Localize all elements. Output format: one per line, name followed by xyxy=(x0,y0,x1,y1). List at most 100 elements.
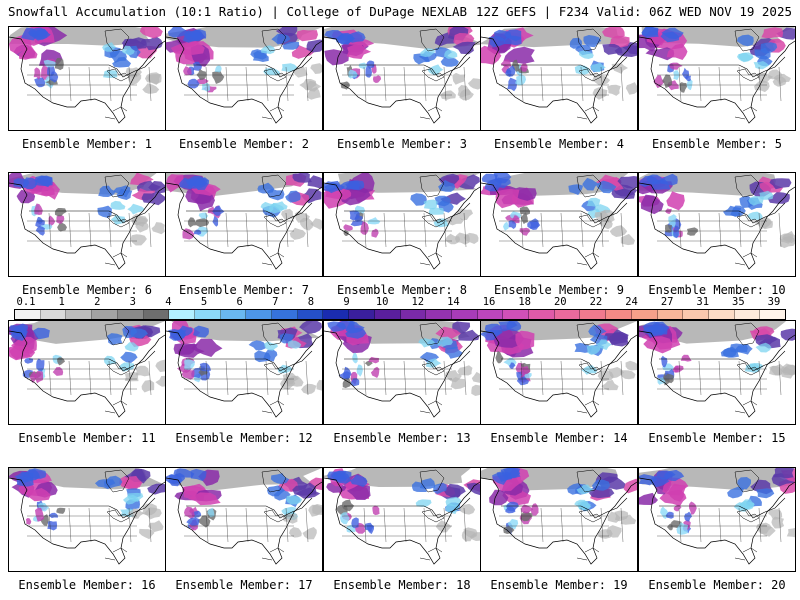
snowfall-contour xyxy=(173,468,195,478)
snowfall-contour xyxy=(270,473,290,485)
map-boundary xyxy=(305,66,309,102)
ensemble-member-panel: Ensemble Member: 6 xyxy=(8,172,166,297)
snowfall-map xyxy=(480,172,638,277)
snowfall-map xyxy=(8,26,166,131)
snowfall-contour xyxy=(56,507,66,514)
map-boundary xyxy=(639,477,795,565)
snowfall-contour xyxy=(457,85,471,98)
snowfall-contour xyxy=(120,351,138,363)
map-boundary xyxy=(718,212,722,248)
snowfall-contour xyxy=(9,345,36,361)
snowfall-contour xyxy=(356,364,363,377)
legend-swatch xyxy=(554,310,581,319)
snowfall-contour xyxy=(212,205,225,216)
map-boundary xyxy=(520,360,524,396)
snowfall-contour xyxy=(427,64,444,75)
map-boundary xyxy=(68,507,72,543)
snowfall-contour xyxy=(167,27,189,38)
snowfall-contour xyxy=(107,333,123,345)
map-boundary xyxy=(481,330,637,418)
snowfall-contour xyxy=(755,342,772,353)
snowfall-contour xyxy=(458,174,480,190)
legend-tick-label: 35 xyxy=(732,296,745,308)
map-boundary xyxy=(205,360,209,396)
map-boundary xyxy=(225,212,229,248)
snowfall-contour xyxy=(515,74,526,86)
legend-swatch xyxy=(734,310,761,319)
snowfall-map xyxy=(165,26,323,131)
map-boundary xyxy=(261,400,285,414)
snowfall-contour xyxy=(642,325,665,338)
snowfall-contour xyxy=(354,214,363,223)
map-boundary xyxy=(104,469,130,493)
snowfall-contour xyxy=(665,511,674,519)
map-boundary xyxy=(501,497,628,519)
ensemble-member-panel: Ensemble Member: 13 xyxy=(323,320,481,445)
map-boundary xyxy=(659,497,786,519)
legend-swatch xyxy=(606,310,632,319)
snowfall-contour xyxy=(166,174,184,193)
map-boundary xyxy=(48,212,52,248)
snowfall-contour xyxy=(102,42,117,52)
snowfall-contour xyxy=(444,49,458,59)
snowfall-contour xyxy=(201,82,210,92)
snowfall-contour xyxy=(727,486,744,499)
ensemble-member-panel: Ensemble Member: 19 xyxy=(480,467,638,592)
map-boundary xyxy=(443,212,447,248)
snowfall-contour xyxy=(673,70,680,81)
map-boundary xyxy=(481,477,637,565)
legend-swatch xyxy=(220,310,247,319)
map-boundary xyxy=(383,66,387,102)
snowfall-contour xyxy=(257,182,275,194)
legend-tick-label: 22 xyxy=(589,296,603,308)
snowfall-contour xyxy=(650,475,670,488)
map-boundary xyxy=(698,212,702,248)
map-boundary xyxy=(104,174,130,198)
snowfall-contour xyxy=(757,72,774,83)
map-boundary xyxy=(261,469,287,493)
map-boundary xyxy=(758,360,762,396)
snowfall-contour xyxy=(440,55,459,67)
snowfall-contour xyxy=(586,197,601,207)
snowfall-contour xyxy=(471,384,480,396)
snowfall-contour xyxy=(341,499,355,512)
map-boundary xyxy=(520,507,524,543)
color-scale-legend: 0.1 1 2 3 4 5 6 7 8 9 10 12 14 16 18 20 22 24 27 31 35 39 xyxy=(14,296,786,320)
map-boundary xyxy=(734,174,760,198)
snowfall-contour xyxy=(366,524,374,534)
map-boundary xyxy=(261,252,285,266)
map-boundary xyxy=(576,322,602,346)
panel-caption: Ensemble Member: 6 xyxy=(21,283,153,297)
legend-tick-label: 9 xyxy=(343,296,350,308)
map-boundary xyxy=(734,547,758,561)
snowfall-contour xyxy=(782,230,795,244)
snowfall-contour xyxy=(684,511,692,522)
ensemble-member-panel: Ensemble Member: 10 xyxy=(638,172,796,297)
snowfall-contour xyxy=(271,201,288,211)
snowfall-contour xyxy=(124,342,139,352)
snowfall-contour xyxy=(9,34,32,55)
snowfall-contour xyxy=(515,330,535,351)
map-boundary xyxy=(225,507,229,543)
snowfall-contour xyxy=(110,200,126,210)
map-boundary xyxy=(324,477,480,565)
snowfall-contour xyxy=(445,503,460,514)
legend-swatch xyxy=(400,310,427,319)
snowfall-contour xyxy=(331,470,352,482)
snowfall-map xyxy=(165,172,323,277)
map-boundary xyxy=(285,212,289,248)
ensemble-member-panel: Ensemble Member: 20 xyxy=(638,467,796,592)
map-boundary xyxy=(48,360,52,396)
snowfall-contour xyxy=(306,80,322,92)
legend-tick-label: 24 xyxy=(625,296,638,308)
snowfall-map xyxy=(638,26,796,131)
snowfall-contour xyxy=(307,175,322,189)
snowfall-contour xyxy=(602,44,623,55)
snowfall-contour xyxy=(507,518,519,530)
map-boundary xyxy=(580,507,584,543)
map-boundary xyxy=(463,66,467,102)
snowfall-contour xyxy=(452,72,466,85)
ensemble-member-panel: Ensemble Member: 12 xyxy=(165,320,323,445)
legend-tick-label: 5 xyxy=(200,296,208,308)
panel-caption: Ensemble Member: 12 xyxy=(175,431,313,445)
